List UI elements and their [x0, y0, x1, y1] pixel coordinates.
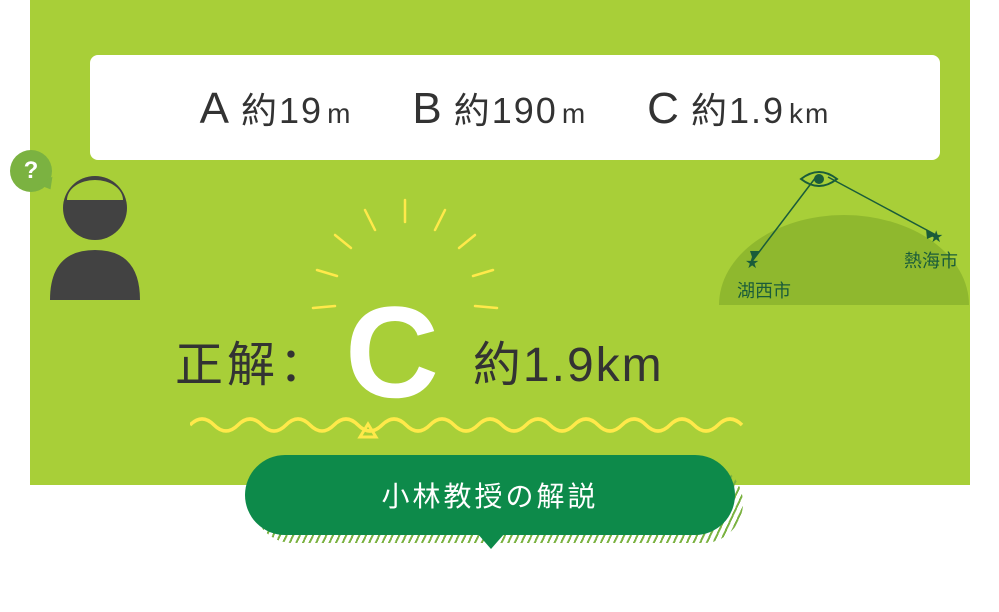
answer-label: 正解：	[175, 325, 331, 395]
star-icon: ★	[929, 227, 943, 247]
option-b-unit: m	[562, 98, 587, 130]
answer-letter: C	[345, 287, 439, 417]
option-c-unit: km	[789, 98, 830, 130]
wavy-underline-icon	[190, 410, 750, 440]
answer-row: 正解： C 約1.9km	[175, 295, 664, 425]
person-icon	[40, 170, 150, 300]
star-icon: ★	[745, 253, 759, 273]
city-label-1: 湖西市	[737, 277, 791, 303]
option-b: B 約 190 m	[412, 82, 587, 134]
commentary-button-wrap: 小林教授の解説	[245, 455, 745, 555]
question-mark: ?	[24, 157, 39, 185]
option-b-prefix: 約	[454, 82, 492, 134]
option-b-letter: B	[412, 84, 443, 134]
map-diagram: ★ ★ 湖西市 熱海市	[719, 175, 969, 305]
commentary-tail-icon	[477, 533, 505, 549]
commentary-button[interactable]: 小林教授の解説	[245, 455, 735, 535]
commentary-label: 小林教授の解説	[381, 475, 598, 515]
option-c-letter: C	[647, 84, 681, 134]
option-b-value: 190	[492, 90, 558, 132]
option-c-value: 1.9	[729, 90, 785, 132]
option-a-value: 19	[279, 90, 323, 132]
option-c-prefix: 約	[691, 82, 729, 134]
option-a: A 約 19 m	[200, 82, 353, 134]
option-a-prefix: 約	[241, 82, 279, 134]
city-label-2: 熱海市	[904, 247, 958, 273]
option-c: C 約 1.9 km	[647, 82, 830, 134]
eye-icon	[799, 165, 839, 193]
options-box: A 約 19 m B 約 190 m C 約 1.9 km	[90, 55, 940, 160]
answer-value: 約1.9km	[473, 325, 664, 395]
option-a-unit: m	[327, 98, 352, 130]
option-a-letter: A	[200, 84, 231, 134]
